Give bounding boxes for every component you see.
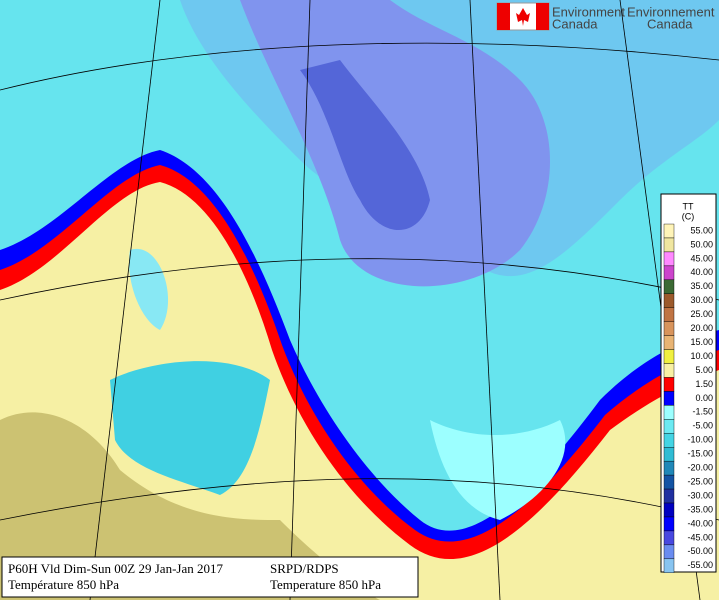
field-en: Temperature 850 hPa: [270, 577, 381, 592]
legend-label: 25.00: [690, 309, 713, 319]
model-label: SRPD/RDPS: [270, 561, 339, 576]
legend-swatch: [663, 419, 675, 434]
legend-swatch: [663, 558, 675, 573]
country-fr: Canada: [647, 16, 693, 31]
run-label: P60H Vld Dim-Sun 00Z 29 Jan-Jan 2017: [8, 561, 223, 576]
agency-fr: Environnement: [627, 4, 715, 19]
legend-swatch: [663, 279, 675, 294]
legend-swatch: [663, 544, 675, 560]
legend-label: 30.00: [690, 295, 713, 305]
field-fr: Température 850 hPa: [8, 577, 119, 592]
legend-unit: (C): [682, 211, 695, 221]
legend-swatch: [663, 349, 675, 364]
legend-swatch: [663, 474, 675, 490]
legend-swatch: [663, 293, 675, 308]
legend-swatch: [663, 377, 675, 392]
legend-label: 40.00: [690, 267, 713, 277]
legend-label: 45.00: [690, 253, 713, 263]
legend-label: 1.50: [695, 379, 713, 389]
legend-swatch: [663, 237, 675, 253]
legend-swatch: [663, 433, 675, 448]
legend-swatch: [663, 363, 675, 378]
legend-swatch: [663, 335, 675, 350]
legend-label: -45.00: [687, 532, 713, 542]
legend-label: -30.00: [687, 490, 713, 500]
country-en: Canada: [552, 16, 598, 31]
legend-label: 15.00: [690, 337, 713, 347]
legend-swatch: [663, 516, 675, 532]
legend-swatch: [663, 460, 675, 476]
legend-label: 0.00: [695, 393, 713, 403]
legend-label: -50.00: [687, 546, 713, 556]
legend-swatch: [663, 488, 675, 504]
legend-label: -1.50: [692, 407, 713, 417]
info-background: [1, 556, 419, 598]
legend-label: 5.00: [695, 365, 713, 375]
legend-swatch: [663, 391, 675, 406]
legend-label: 20.00: [690, 323, 713, 333]
legend-swatch: [663, 265, 675, 281]
legend-label: -10.00: [687, 435, 713, 445]
legend-label: -25.00: [687, 476, 713, 486]
legend-label: 50.00: [690, 239, 713, 249]
logo: Environment Canada Environnement Canada: [496, 2, 715, 31]
info-box: P60H Vld Dim-Sun 00Z 29 Jan-Jan 2017 Tem…: [1, 556, 419, 598]
legend-swatch: [663, 530, 675, 546]
legend-title: TT: [683, 201, 694, 211]
legend-swatch: [663, 307, 675, 322]
legend-swatch: [663, 502, 675, 518]
legend-swatch: [663, 223, 675, 239]
legend-label: -35.00: [687, 504, 713, 514]
legend-swatch: [663, 405, 675, 420]
legend-label: -15.00: [687, 449, 713, 459]
legend-label: -40.00: [687, 518, 713, 528]
legend-label: 55.00: [690, 225, 713, 235]
legend-label: -20.00: [687, 463, 713, 473]
legend-label: -5.00: [692, 421, 713, 431]
legend: TT (C) 55.00 50.00 45.00 40.00 35.00 30.00 25.…: [660, 193, 717, 573]
legend-label: -55.00: [687, 560, 713, 570]
legend-swatch: [663, 447, 675, 462]
legend-swatch: [663, 251, 675, 267]
agency-en: Environment: [552, 4, 625, 19]
legend-swatch: [663, 321, 675, 336]
legend-label: 35.00: [690, 281, 713, 291]
legend-label: 10.00: [690, 351, 713, 361]
